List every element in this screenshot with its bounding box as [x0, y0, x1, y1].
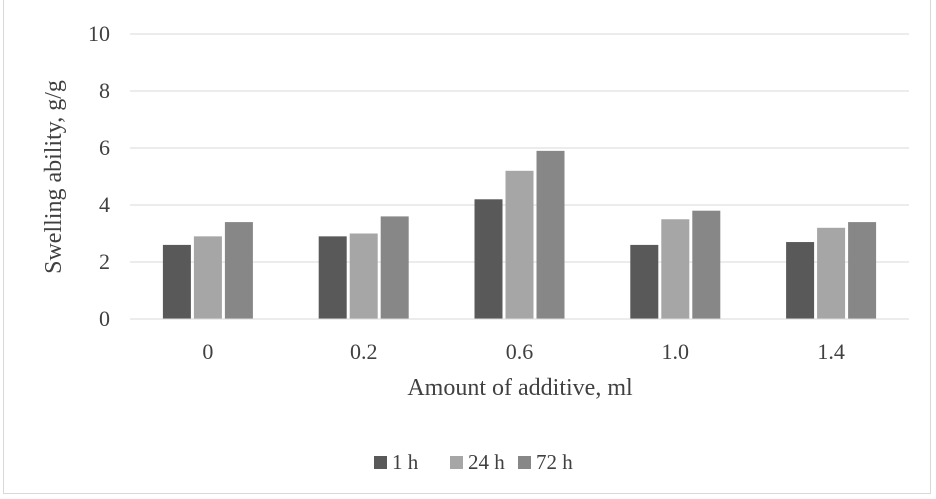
legend-swatch — [374, 456, 387, 469]
x-tick-label: 1.4 — [817, 339, 845, 364]
y-axis-label: Swelling ability, g/g — [41, 80, 67, 274]
x-tick-label: 0.6 — [506, 339, 534, 364]
legend-swatch — [450, 456, 463, 469]
y-tick-label: 4 — [99, 192, 110, 217]
y-tick-label: 0 — [99, 306, 110, 331]
bar-24h-1.0 — [661, 219, 690, 319]
chart-area: 0 2 4 6 8 10 0 0.2 0.6 1.0 1.4 Swelling ability, … — [3, 0, 931, 494]
bar-1h-1.0 — [630, 244, 659, 319]
bar-1h-1.4 — [786, 242, 815, 319]
y-axis-ticks: 0 2 4 6 8 10 — [88, 21, 110, 331]
legend-label: 72 h — [536, 450, 573, 474]
y-tick-label: 10 — [88, 21, 110, 46]
y-tick-label: 2 — [99, 249, 110, 274]
bar-chart: 0 2 4 6 8 10 0 0.2 0.6 1.0 1.4 Swelling ability, … — [41, 21, 909, 474]
legend-label: 1 h — [392, 450, 419, 474]
bar-24h-0.2 — [349, 233, 378, 319]
legend-swatch — [518, 456, 531, 469]
legend-label: 24 h — [468, 450, 505, 474]
bar-24h-1.4 — [817, 227, 846, 319]
x-tick-label: 0.2 — [350, 339, 378, 364]
bar-series — [162, 150, 877, 319]
bar-1h-0.2 — [318, 236, 347, 319]
bar-24h-0 — [193, 236, 222, 319]
bar-1h-0 — [162, 244, 191, 319]
y-tick-label: 6 — [99, 135, 110, 160]
bar-72h-0 — [224, 222, 253, 319]
bar-72h-0.2 — [380, 216, 409, 319]
x-axis-label: Amount of additive, ml — [407, 375, 633, 401]
legend: 1 h 24 h 72 h — [374, 450, 573, 474]
bar-72h-1.0 — [692, 210, 721, 319]
x-axis-ticks: 0 0.2 0.6 1.0 1.4 — [202, 339, 844, 364]
x-tick-label: 1.0 — [662, 339, 690, 364]
gridlines — [130, 33, 909, 263]
bar-72h-1.4 — [848, 222, 877, 319]
bar-1h-0.6 — [474, 199, 503, 319]
y-tick-label: 8 — [99, 78, 110, 103]
bar-24h-0.6 — [505, 170, 534, 319]
bar-72h-0.6 — [536, 150, 565, 319]
x-tick-label: 0 — [202, 339, 213, 364]
